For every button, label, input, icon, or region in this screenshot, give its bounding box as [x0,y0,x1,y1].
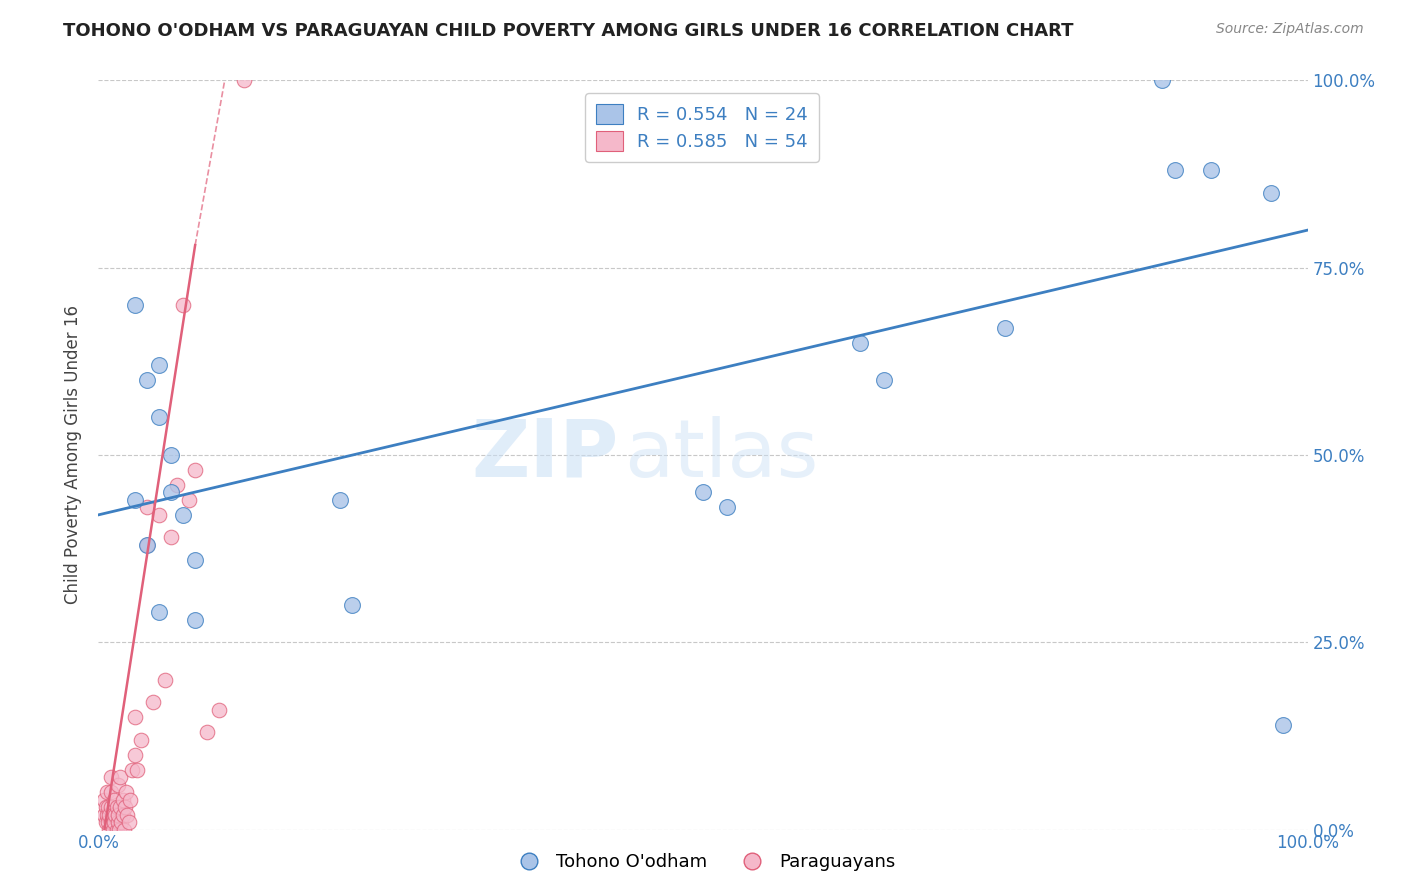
Point [100,770,122,784]
Point [148,508,170,522]
Point [166,478,188,492]
Point [148,605,170,619]
Text: Source: ZipAtlas.com: Source: ZipAtlas.com [1216,22,1364,37]
Point [108,770,131,784]
Point [100,815,122,830]
Text: TOHONO O'ODHAM VS PARAGUAYAN CHILD POVERTY AMONG GIRLS UNDER 16 CORRELATION CHAR: TOHONO O'ODHAM VS PARAGUAYAN CHILD POVER… [63,22,1074,40]
Point [103,792,125,806]
Point [127,763,149,777]
Point [172,298,194,312]
Legend: Tohono O'odham, Paraguayans: Tohono O'odham, Paraguayans [503,847,903,879]
Point [184,553,207,567]
Point [160,530,183,544]
Point [849,335,872,350]
Point [105,822,128,837]
Point [118,815,141,830]
Point [142,695,165,709]
Point [97,800,120,814]
Point [135,500,157,515]
Point [107,807,129,822]
Point [124,298,146,312]
Point [101,807,124,822]
Point [121,763,143,777]
Point [342,598,364,612]
Point [179,492,201,507]
Point [118,792,141,806]
Point [232,73,254,87]
Point [716,500,738,515]
Point [98,822,121,837]
Y-axis label: Child Poverty Among Girls Under 16: Child Poverty Among Girls Under 16 [65,305,83,605]
Point [329,492,352,507]
Point [148,358,170,372]
Point [97,815,120,830]
Point [105,800,128,814]
Point [93,792,115,806]
Point [135,538,157,552]
Text: ZIP: ZIP [471,416,619,494]
Point [114,800,136,814]
Point [111,807,134,822]
Point [93,807,115,822]
Point [124,747,146,762]
Point [172,508,194,522]
Point [208,703,231,717]
Point [873,373,896,387]
Point [195,725,218,739]
Point [117,807,139,822]
Point [135,373,157,387]
Point [94,800,117,814]
Point [1199,163,1222,178]
Point [129,732,152,747]
Point [103,815,125,830]
Point [96,785,118,799]
Point [1272,717,1295,731]
Point [101,822,124,837]
Point [111,792,134,806]
Point [135,538,157,552]
Point [94,815,117,830]
Point [110,815,132,830]
Point [108,800,131,814]
Point [107,778,129,792]
Point [104,807,127,822]
Point [148,410,170,425]
Point [124,492,146,507]
Point [124,710,146,724]
Point [108,822,131,837]
Point [98,807,121,822]
Point [100,785,122,799]
Point [115,785,138,799]
Point [184,463,207,477]
Point [692,485,714,500]
Point [1163,163,1185,178]
Point [160,448,183,462]
Point [994,320,1017,334]
Point [107,815,129,830]
Point [100,800,122,814]
Text: atlas: atlas [624,416,818,494]
Point [184,613,207,627]
Point [160,485,183,500]
Point [96,807,118,822]
Point [153,673,176,687]
Point [1152,73,1174,87]
Point [112,822,135,837]
Point [1260,186,1282,200]
Legend: R = 0.554   N = 24, R = 0.585   N = 54: R = 0.554 N = 24, R = 0.585 N = 54 [585,93,820,161]
